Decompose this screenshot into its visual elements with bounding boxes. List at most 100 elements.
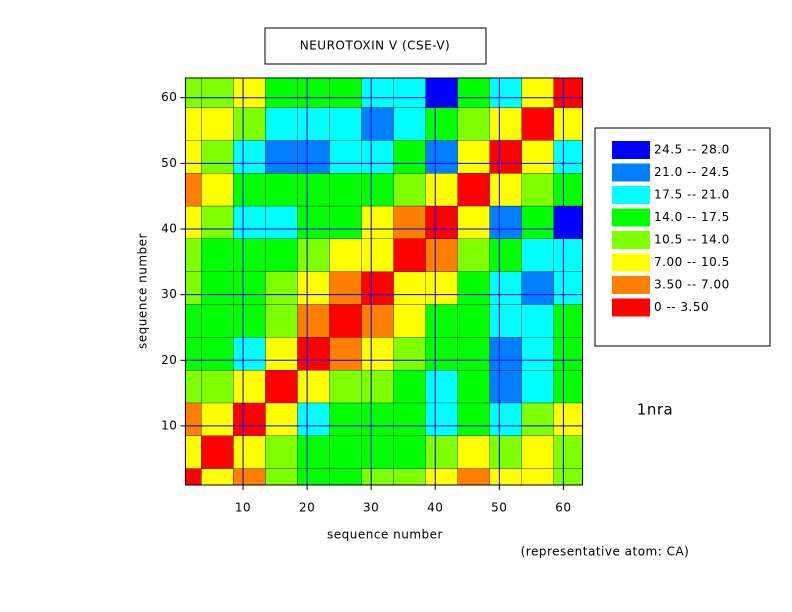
contour-cell [185,107,202,141]
contour-cell [361,402,394,436]
contour-cell [201,140,234,174]
contour-cell [521,402,554,436]
contour-cell [361,468,394,486]
contour-cell [185,140,202,174]
contour-cell [265,435,298,469]
contour-cell [297,402,330,436]
contour-cell [329,304,362,338]
contour-cell [233,271,266,305]
contour-cell [265,107,298,141]
contour-cell [297,205,330,239]
contour-cell [521,77,554,108]
contour-cell [457,337,490,371]
contour-cell [233,435,266,469]
contour-cell [361,271,394,305]
x-tick-label: 50 [491,501,507,515]
contour-cell [553,304,583,338]
contour-cell [425,402,458,436]
legend-label: 10.5 -- 14.0 [654,233,730,247]
plot-frame [184,77,584,486]
legend-swatch [612,231,650,249]
contour-cell [201,304,234,338]
contour-cell [521,337,554,371]
contour-cell [233,369,266,404]
contour-cell [201,271,234,305]
contour-cell [457,369,490,404]
contour-cell [297,271,330,305]
chart-title: NEUROTOXIN V (CSE-V) [300,39,450,53]
contour-cell [185,205,202,239]
contour-cell [361,304,394,338]
contour-cell [329,435,362,469]
contour-cell [489,337,522,371]
legend-label: 24.5 -- 28.0 [654,143,730,157]
contour-cell [489,304,522,338]
contour-cell [553,402,583,436]
contour-cell [457,402,490,436]
contour-cell [201,107,234,141]
contour-cell [425,238,458,272]
contour-cell [425,304,458,338]
contour-cell [425,337,458,371]
contour-cell [233,402,266,436]
contour-cell [185,337,202,371]
contour-cell [393,337,426,371]
contour-cell [201,435,234,469]
contour-cell [425,140,458,174]
contour-cell [233,304,266,338]
contour-cell [201,77,234,108]
legend-swatch [612,186,650,204]
contour-cell [329,173,362,207]
contour-cell [329,369,362,404]
contour-cell [553,271,583,305]
x-axis-label: sequence number [327,528,443,542]
contour-cell [297,173,330,207]
contour-cell [425,205,458,239]
contour-cell [361,205,394,239]
contour-cell [457,205,490,239]
y-tick-label: 10 [161,418,177,432]
contour-cell [361,77,394,108]
contour-cell [425,369,458,404]
contour-cell [521,205,554,239]
contour-cell [457,238,490,272]
contour-cell [425,173,458,207]
contour-cell [361,337,394,371]
contour-cell [553,337,583,371]
x-tick-label: 40 [427,501,443,515]
legend-label: 0 -- 3.50 [654,300,709,314]
contour-cell [329,271,362,305]
contour-cell [489,205,522,239]
contour-cell [265,337,298,371]
contour-cell [521,271,554,305]
contour-cell [361,435,394,469]
contour-cell [185,369,202,404]
x-tick-label: 60 [555,501,571,515]
contour-cell [297,304,330,338]
contour-cell [393,205,426,239]
contour-cell [521,369,554,404]
contour-cell [265,77,298,108]
contour-cell [457,107,490,141]
y-tick-label: 60 [161,90,177,104]
contour-cell [265,173,298,207]
contour-cell [457,77,490,108]
contour-cell [393,173,426,207]
contour-cell [521,238,554,272]
contour-cell [489,173,522,207]
contour-cell [521,435,554,469]
contour-cell [425,107,458,141]
contour-cell [297,140,330,174]
legend-label: 17.5 -- 21.0 [654,188,730,202]
contour-cell [489,369,522,404]
contour-cell [265,468,298,486]
contour-cell [553,140,583,174]
contour-cell [521,107,554,141]
contour-cell [553,107,583,141]
contour-cell [201,238,234,272]
contour-cell [233,173,266,207]
contour-cell [425,468,458,486]
y-tick-label: 30 [161,287,177,301]
contour-cell [393,304,426,338]
contour-cell [521,173,554,207]
